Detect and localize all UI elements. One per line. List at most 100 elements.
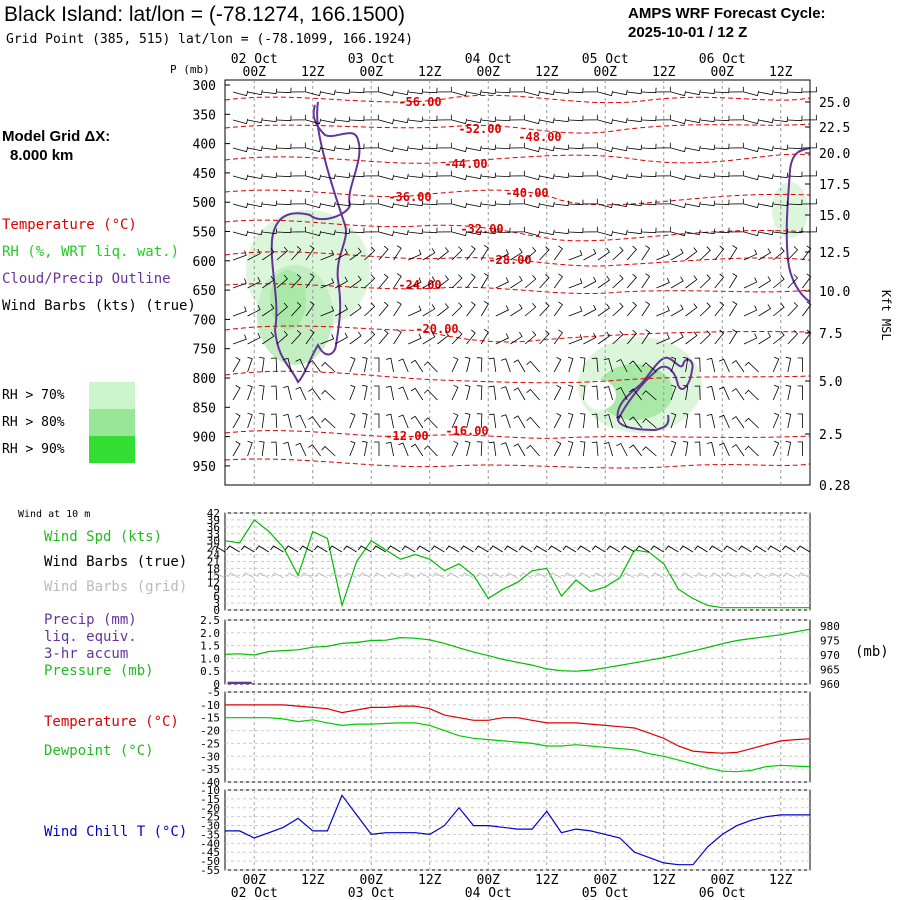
legend-wind-barbs: Wind Barbs (kts) (true) — [2, 298, 196, 314]
wind10-barb-grid-19 — [490, 572, 504, 579]
wind-barb-50 — [378, 118, 395, 125]
temp-contour-label-4: -40.00 — [505, 186, 548, 200]
wind-barb-418 — [488, 357, 497, 373]
wind-barb-517 — [772, 412, 780, 429]
wind-barb-205 — [305, 230, 322, 237]
wind-barb-525 — [295, 442, 307, 457]
wind-barb-313 — [714, 273, 725, 289]
wind10-ytick-7: 21 — [207, 556, 220, 569]
wind-barb-130 — [378, 174, 395, 181]
wind-barb-512 — [694, 413, 701, 429]
wind-barb-275 — [743, 249, 758, 261]
wind-barb-401 — [247, 356, 253, 373]
wind-barb-29 — [656, 86, 671, 93]
wind-barb-163 — [276, 199, 292, 206]
wind-barb-299 — [510, 275, 523, 289]
wind-barb-514 — [718, 414, 730, 429]
wind-barb-266 — [612, 246, 624, 261]
wind-barb-138 — [495, 171, 511, 178]
temperature-panel-frame — [224, 691, 811, 783]
wind-barb-549 — [642, 446, 657, 457]
legend-temperature: Temperature (°C) — [2, 217, 137, 233]
wind10-ytick-6: 24 — [207, 549, 221, 562]
wind-barb-529 — [362, 440, 368, 457]
wind-barb-92 — [408, 144, 424, 151]
windchill-ytick-1: -15 — [200, 793, 220, 806]
wind-barb-87 — [335, 144, 351, 151]
wind-barb-344 — [583, 304, 597, 317]
wind-barb-314 — [729, 273, 738, 289]
wind10-ytick-13: 3 — [213, 597, 220, 610]
wind10-ytick-8: 18 — [207, 562, 220, 575]
wind-barb-90 — [378, 146, 395, 153]
wind-barb-558 — [785, 440, 792, 457]
wind-barb-180 — [524, 202, 541, 209]
wind-barb-411 — [385, 357, 394, 373]
wind10-ytick-2: 36 — [207, 521, 220, 534]
wind-barb-66 — [612, 117, 628, 124]
cloud-outline-1 — [270, 101, 361, 384]
wind-barb-122 — [262, 172, 278, 179]
pressure-tick-700: 700 — [193, 313, 216, 328]
wind-barb-56 — [466, 117, 482, 124]
wind-barb-233 — [714, 227, 730, 234]
top-time-label-3: 12Z — [418, 65, 442, 80]
wind-barb-491 — [385, 413, 394, 429]
wind-barb-542 — [553, 440, 562, 457]
wind10-barb-grid-8 — [329, 572, 343, 579]
wind10-barb-true-28 — [621, 545, 635, 553]
wind-barb-328 — [349, 303, 362, 317]
wind-barb-31 — [685, 89, 701, 96]
wind-barb-470 — [670, 384, 677, 401]
wind-barb-60 — [524, 118, 541, 125]
wind-barb-283 — [276, 274, 288, 289]
wind10-barb-true-10 — [357, 545, 372, 553]
wind-barb-80 — [232, 146, 249, 153]
wind-barb-128 — [349, 171, 365, 178]
wind-barb-505 — [591, 413, 599, 429]
wind-barb-454 — [423, 389, 438, 401]
wind-barb-153 — [714, 171, 730, 178]
wind-barb-534 — [423, 445, 438, 457]
pressure-ytick-4: 960 — [820, 678, 840, 691]
wind-barb-190 — [670, 202, 687, 209]
wind-barb-181 — [539, 201, 555, 208]
wind-barb-444 — [283, 385, 292, 401]
precip-ytick-1: 2.0 — [200, 627, 220, 640]
pressure-tick-400: 400 — [193, 138, 216, 153]
wind-barb-64 — [583, 114, 598, 121]
wind-barb-61 — [539, 117, 555, 124]
wind-barb-543 — [567, 440, 574, 457]
wind-barb-207 — [335, 228, 351, 235]
wind-barb-148 — [641, 171, 657, 178]
wind10-barb-true-7 — [314, 545, 328, 553]
wind10-barb-grid-18 — [475, 572, 489, 579]
wind-barb-296 — [466, 273, 476, 289]
wind-barb-136 — [466, 173, 482, 180]
wind-barb-310 — [670, 276, 684, 289]
wind-barb-294 — [437, 275, 449, 289]
wind-barb-509 — [642, 418, 657, 429]
wind-barb-322 — [261, 303, 275, 317]
precip-label: Precip (mm) — [44, 612, 137, 628]
wind-barb-413 — [410, 359, 424, 373]
wind-barb-18 — [495, 87, 511, 94]
wind-barb-249 — [364, 246, 376, 261]
wind10-barb-grid-9 — [344, 572, 357, 579]
wind-barb-429 — [642, 362, 657, 373]
wind-barb-447 — [321, 389, 336, 401]
wind-barb-37 — [773, 88, 789, 95]
wind-barb-243 — [276, 246, 288, 261]
precip-ytick-5: 0 — [213, 678, 220, 691]
wind-barb-54 — [437, 114, 452, 121]
pressure-tick-300: 300 — [193, 79, 216, 94]
pressure-tick-750: 750 — [193, 343, 216, 358]
wind-barb-355 — [743, 305, 758, 317]
wind-barb-449 — [362, 384, 368, 401]
wind-barb-388 — [641, 329, 651, 345]
wind10-barb-true-18 — [474, 545, 489, 553]
wind-barb-189 — [656, 198, 671, 205]
wind-barb-430 — [670, 356, 677, 373]
wind-barb-224 — [583, 226, 598, 233]
wind-barb-291 — [393, 273, 402, 289]
